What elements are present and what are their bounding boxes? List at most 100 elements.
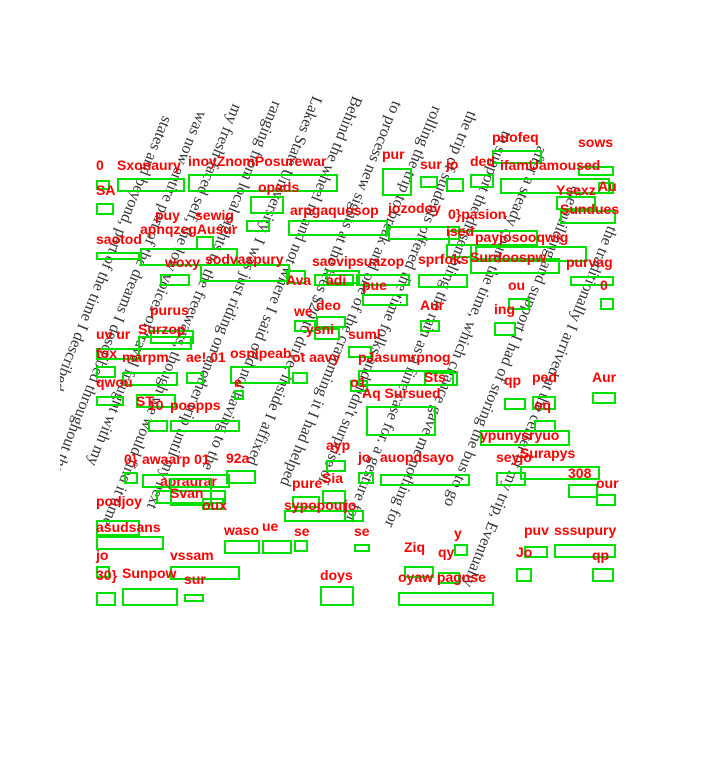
ocr-bounding-box: [480, 430, 570, 446]
ocr-bounding-box: [322, 490, 346, 504]
ocr-bounding-box: [262, 540, 292, 554]
ocr-bounding-box: [592, 392, 616, 404]
ocr-bounding-box: [202, 498, 224, 510]
ocr-label: doys: [320, 567, 353, 583]
ocr-label: pur: [382, 146, 405, 162]
ocr-bounding-box: [292, 372, 308, 384]
ocr-bounding-box: [188, 174, 338, 192]
ocr-label: sprfoks: [418, 251, 469, 267]
ocr-label: fox: [96, 345, 117, 361]
ocr-label: suazop: [356, 253, 405, 269]
ocr-label: arpgaquosop: [290, 202, 379, 218]
ocr-bounding-box: [592, 568, 614, 582]
ocr-bounding-box: [600, 298, 614, 310]
ocr-label: 92a: [226, 450, 250, 466]
ocr-label: suml: [348, 326, 381, 342]
ocr-bounding-box: [170, 478, 212, 506]
ocr-bounding-box: [326, 270, 360, 284]
ocr-bounding-box: [470, 174, 494, 188]
ocr-label: Aq Sursued: [362, 385, 441, 401]
ocr-label: apnqzegAusur: [140, 221, 238, 237]
ocr-bounding-box: [246, 220, 270, 232]
ocr-bounding-box: [136, 394, 176, 408]
ocr-label: jo: [358, 449, 371, 465]
ocr-bounding-box: [96, 366, 116, 378]
ocr-label: woxy: [165, 254, 201, 270]
ocr-label: se: [294, 523, 310, 539]
ocr-bounding-box: [358, 370, 454, 386]
ocr-bounding-box: [420, 320, 440, 332]
ocr-label: y: [454, 525, 462, 541]
ocr-bounding-box: [96, 536, 164, 550]
ocr-label: ised: [446, 223, 475, 239]
ocr-label: pure: [292, 475, 323, 491]
ocr-bounding-box: [96, 592, 116, 606]
ocr-bounding-box: [560, 210, 616, 224]
ocr-label: jozodoy: [388, 200, 441, 216]
ocr-bounding-box: [568, 484, 598, 498]
ocr-bounding-box: [596, 494, 616, 506]
ocr-label: 308: [568, 465, 592, 481]
ocr-label: inoyZnomPosurewar: [188, 153, 327, 169]
ocr-label: qp: [592, 547, 610, 563]
ocr-label: 0: [96, 157, 104, 173]
ocr-bounding-box: [570, 276, 614, 286]
ocr-label: qy: [438, 544, 455, 560]
ocr-bounding-box: [250, 196, 284, 214]
ocr-bounding-box: [494, 322, 516, 336]
ocr-label: o1: [350, 374, 367, 390]
ocr-label: ST: [136, 393, 154, 409]
ocr-label: Sxonaury: [117, 157, 181, 173]
ocr-label: Aur: [420, 297, 445, 313]
ocr-bounding-box: [314, 274, 354, 286]
ocr-label: ypunysryuo: [480, 427, 560, 443]
ocr-label: ot aavy: [292, 349, 341, 365]
ocr-bounding-box: [504, 398, 526, 410]
ocr-bounding-box: [160, 274, 190, 286]
ocr-label: jo: [96, 547, 109, 563]
ocr-bounding-box: [292, 496, 320, 508]
ocr-label: asudsans: [96, 519, 161, 535]
ocr-label: Jo: [516, 544, 533, 560]
ocr-label: Au: [598, 178, 617, 194]
ocr-bounding-box: [230, 366, 290, 384]
ocr-bounding-box: [446, 178, 464, 192]
ocr-bounding-box: [122, 588, 178, 606]
ocr-bounding-box: [598, 182, 614, 194]
ocr-bounding-box: [418, 274, 468, 288]
ocr-bounding-box: [320, 586, 354, 606]
ocr-label: jo: [344, 497, 357, 513]
ocr-label: puofeq: [492, 129, 539, 145]
ocr-label: podjoy: [96, 493, 142, 509]
ocr-bounding-box: [554, 544, 616, 558]
ocr-label: we: [294, 303, 313, 319]
ocr-label: oyaw pagnse: [398, 569, 486, 585]
ocr-label: sows: [578, 134, 614, 150]
ocr-bounding-box: [348, 346, 372, 358]
ocr-label: saovip: [312, 253, 357, 269]
ocr-bounding-box: [138, 336, 192, 350]
ocr-label: vssam: [170, 547, 214, 563]
ocr-label: jo: [446, 156, 459, 172]
ocr-bounding-box: [234, 390, 244, 400]
ocr-label: Aur: [592, 369, 617, 385]
ocr-label: Ziq: [404, 539, 425, 555]
ocr-label: Sia: [322, 470, 344, 486]
ocr-label: Sts: [424, 369, 446, 385]
ocr-bounding-box: [532, 396, 556, 410]
ocr-label: waso: [224, 522, 260, 538]
ocr-label: ue: [262, 518, 279, 534]
ocr-bounding-box: [96, 180, 110, 190]
ocr-label: 10: [148, 397, 164, 413]
ocr-label: Sunpow: [122, 565, 177, 581]
ocr-bounding-box: [96, 396, 124, 406]
ocr-bounding-box: [184, 594, 204, 602]
ocr-label: purvag: [566, 254, 613, 270]
ocr-label: puv: [524, 522, 549, 538]
ocr-bounding-box: [448, 230, 538, 246]
ocr-bounding-box: [470, 258, 560, 274]
ocr-bounding-box: [578, 166, 614, 176]
ocr-label: sewig: [195, 207, 234, 223]
ocr-label: ded: [470, 153, 495, 169]
ocr-bounding-box: [96, 252, 140, 260]
